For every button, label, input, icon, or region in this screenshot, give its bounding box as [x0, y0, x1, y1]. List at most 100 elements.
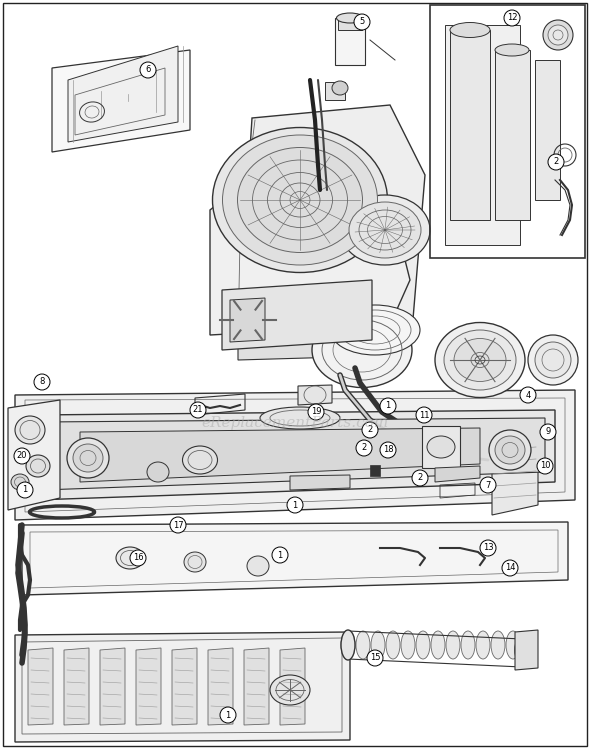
Polygon shape [238, 105, 425, 355]
Text: 1: 1 [277, 551, 283, 560]
Circle shape [380, 442, 396, 458]
Circle shape [362, 422, 378, 438]
Ellipse shape [444, 330, 516, 390]
Ellipse shape [238, 148, 362, 252]
Ellipse shape [515, 635, 529, 665]
Polygon shape [64, 648, 89, 725]
Text: 16: 16 [133, 554, 143, 562]
Polygon shape [172, 648, 197, 725]
Text: 13: 13 [483, 544, 493, 553]
Text: 2: 2 [368, 425, 373, 434]
Circle shape [34, 374, 50, 390]
Ellipse shape [341, 630, 355, 660]
Text: 17: 17 [173, 521, 183, 530]
Polygon shape [15, 390, 575, 520]
Polygon shape [435, 466, 480, 482]
Ellipse shape [489, 430, 531, 470]
Ellipse shape [548, 25, 568, 45]
Circle shape [272, 547, 288, 563]
Ellipse shape [336, 13, 363, 23]
Ellipse shape [454, 339, 506, 381]
Text: 15: 15 [370, 653, 380, 663]
Ellipse shape [446, 631, 460, 659]
Circle shape [190, 402, 206, 418]
Circle shape [537, 458, 553, 474]
Ellipse shape [26, 455, 50, 477]
Polygon shape [495, 50, 530, 220]
Polygon shape [338, 18, 362, 30]
Polygon shape [280, 648, 305, 725]
Ellipse shape [11, 474, 29, 490]
Circle shape [502, 560, 518, 576]
Text: 19: 19 [311, 407, 321, 416]
Ellipse shape [528, 335, 578, 385]
Ellipse shape [332, 81, 348, 95]
Circle shape [540, 424, 556, 440]
Polygon shape [492, 438, 538, 515]
Polygon shape [515, 630, 538, 670]
Ellipse shape [506, 631, 520, 659]
Ellipse shape [341, 631, 355, 659]
Text: 1: 1 [225, 711, 231, 720]
Ellipse shape [450, 22, 490, 37]
Polygon shape [290, 475, 350, 490]
Ellipse shape [116, 547, 144, 569]
Text: 21: 21 [193, 405, 203, 414]
Ellipse shape [476, 631, 490, 659]
Polygon shape [230, 298, 265, 342]
Ellipse shape [349, 202, 421, 258]
Ellipse shape [495, 436, 525, 464]
Circle shape [412, 470, 428, 486]
Ellipse shape [312, 312, 412, 387]
Polygon shape [208, 648, 233, 725]
Ellipse shape [247, 556, 269, 576]
Circle shape [130, 550, 146, 566]
Text: 11: 11 [419, 410, 430, 419]
Ellipse shape [340, 195, 430, 265]
Ellipse shape [330, 305, 420, 355]
Circle shape [14, 448, 30, 464]
Ellipse shape [461, 631, 475, 659]
Text: 4: 4 [525, 390, 530, 399]
Circle shape [504, 10, 520, 26]
Text: 12: 12 [507, 13, 517, 22]
Ellipse shape [416, 631, 430, 659]
Polygon shape [28, 648, 53, 725]
Polygon shape [35, 410, 555, 500]
Ellipse shape [491, 631, 505, 659]
Ellipse shape [356, 631, 370, 659]
Circle shape [170, 517, 186, 533]
Text: 7: 7 [486, 481, 491, 490]
Circle shape [520, 387, 536, 403]
Ellipse shape [543, 20, 573, 50]
Circle shape [287, 497, 303, 513]
Polygon shape [298, 385, 332, 405]
Ellipse shape [427, 436, 455, 458]
Text: 2: 2 [553, 157, 559, 166]
Polygon shape [370, 465, 380, 476]
Ellipse shape [147, 462, 169, 482]
Polygon shape [80, 428, 480, 482]
Circle shape [140, 62, 156, 78]
Text: eReplacementParts.com: eReplacementParts.com [201, 416, 389, 430]
Circle shape [380, 398, 396, 414]
Polygon shape [8, 400, 60, 510]
Circle shape [367, 650, 383, 666]
Ellipse shape [222, 135, 378, 265]
Polygon shape [422, 426, 460, 468]
Polygon shape [325, 82, 345, 100]
Text: 5: 5 [359, 17, 365, 26]
Circle shape [480, 540, 496, 556]
Text: 8: 8 [40, 377, 45, 386]
Ellipse shape [386, 631, 400, 659]
Polygon shape [210, 170, 410, 335]
Circle shape [480, 477, 496, 493]
Text: 2: 2 [417, 473, 422, 482]
Text: 1: 1 [293, 500, 297, 509]
Circle shape [356, 440, 372, 456]
Circle shape [308, 404, 324, 420]
Ellipse shape [182, 446, 218, 474]
Text: 2: 2 [361, 443, 366, 452]
Text: 6: 6 [145, 65, 150, 74]
Ellipse shape [401, 631, 415, 659]
